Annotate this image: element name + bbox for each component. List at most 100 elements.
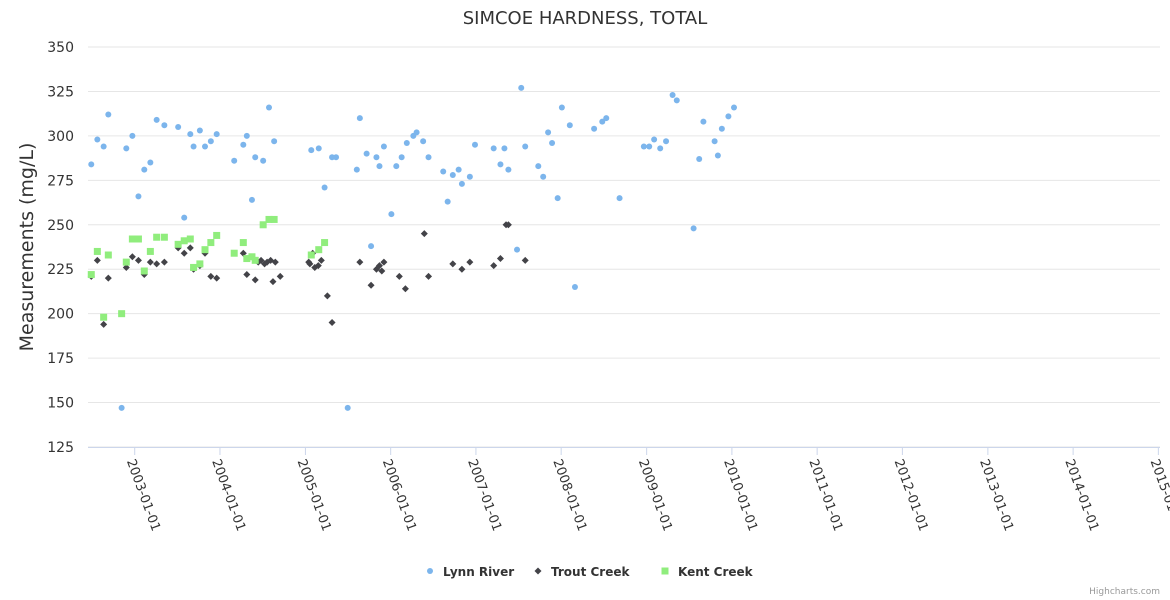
lynn-river-point[interactable] <box>663 138 670 145</box>
lynn-river-point[interactable] <box>118 404 125 411</box>
lynn-river-point[interactable] <box>243 132 250 139</box>
trout-creek-point[interactable] <box>269 278 277 286</box>
lynn-river-point[interactable] <box>231 157 238 164</box>
lynn-river-point[interactable] <box>266 104 273 111</box>
trout-creek-point[interactable] <box>378 267 386 275</box>
lynn-river-point[interactable] <box>248 196 255 203</box>
lynn-river-point[interactable] <box>196 127 203 134</box>
legend-label[interactable]: Lynn River <box>443 565 514 579</box>
kent-creek-point[interactable] <box>207 239 215 247</box>
lynn-river-point[interactable] <box>353 166 360 173</box>
legend-item-kent-creek[interactable]: Kent Creek <box>661 565 754 579</box>
lynn-river-point[interactable] <box>700 118 707 125</box>
lynn-river-point[interactable] <box>466 173 473 180</box>
lynn-river-point[interactable] <box>714 152 721 159</box>
trout-creek-point[interactable] <box>100 320 108 328</box>
trout-creek-point[interactable] <box>504 221 512 229</box>
kent-creek-point[interactable] <box>160 233 168 241</box>
kent-creek-point[interactable] <box>248 253 256 261</box>
lynn-river-point[interactable] <box>123 145 130 152</box>
legend-marker-kent-creek[interactable] <box>661 567 669 575</box>
lynn-river-point[interactable] <box>380 143 387 150</box>
trout-creek-point[interactable] <box>104 274 112 282</box>
kent-creek-point[interactable] <box>87 271 95 279</box>
kent-creek-point[interactable] <box>251 256 259 264</box>
lynn-river-point[interactable] <box>651 136 658 143</box>
trout-creek-point[interactable] <box>122 263 130 271</box>
trout-creek-point[interactable] <box>160 258 168 266</box>
kent-creek-point[interactable] <box>180 237 188 245</box>
kent-creek-point[interactable] <box>93 247 101 255</box>
lynn-river-point[interactable] <box>175 124 182 130</box>
legend-marker-trout-creek[interactable] <box>534 567 542 575</box>
lynn-river-point[interactable] <box>202 143 209 150</box>
trout-creek-point[interactable] <box>490 262 498 270</box>
kent-creek-point[interactable] <box>230 249 238 257</box>
trout-creek-point[interactable] <box>271 258 279 266</box>
trout-creek-point[interactable] <box>317 256 325 264</box>
lynn-river-point[interactable] <box>545 129 552 136</box>
legend-item-lynn-river[interactable]: Lynn River <box>427 565 514 579</box>
kent-creek-point[interactable] <box>259 221 267 229</box>
trout-creek-point[interactable] <box>395 272 403 280</box>
kent-creek-point[interactable] <box>307 251 315 259</box>
lynn-river-point[interactable] <box>393 163 400 170</box>
lynn-river-point[interactable] <box>94 136 101 143</box>
lynn-river-point[interactable] <box>207 138 214 145</box>
trout-creek-point[interactable] <box>367 281 375 289</box>
legend-label[interactable]: Kent Creek <box>678 565 754 579</box>
trout-creek-point[interactable] <box>93 256 101 264</box>
legend[interactable]: Lynn River Trout Creek Kent Creek <box>427 565 754 579</box>
lynn-river-point[interactable] <box>333 154 340 161</box>
trout-creek-point[interactable] <box>306 260 314 268</box>
lynn-river-point[interactable] <box>455 166 462 173</box>
lynn-river-point[interactable] <box>646 143 653 150</box>
kent-creek-point[interactable] <box>190 263 198 271</box>
lynn-river-point[interactable] <box>696 156 703 162</box>
kent-creek-point[interactable] <box>134 235 142 243</box>
lynn-river-point[interactable] <box>497 161 504 168</box>
lynn-river-point[interactable] <box>471 141 478 148</box>
lynn-river-point[interactable] <box>518 84 525 91</box>
lynn-river-point[interactable] <box>522 143 529 150</box>
legend-marker-lynn-river[interactable] <box>427 568 433 574</box>
lynn-river-point[interactable] <box>669 92 676 98</box>
trout-creek-point[interactable] <box>314 262 322 270</box>
lynn-river-point[interactable] <box>444 198 451 205</box>
lynn-river-point[interactable] <box>673 97 680 104</box>
trout-creek-point[interactable] <box>420 230 428 238</box>
lynn-river-point[interactable] <box>321 184 328 191</box>
lynn-river-point[interactable] <box>725 113 732 120</box>
trout-creek-point[interactable] <box>496 255 504 263</box>
kent-creek-point[interactable] <box>153 233 161 241</box>
lynn-river-point[interactable] <box>540 173 547 180</box>
lynn-river-point[interactable] <box>376 163 383 170</box>
lynn-river-point[interactable] <box>363 150 370 157</box>
lynn-river-point[interactable] <box>599 118 606 125</box>
lynn-river-point[interactable] <box>271 138 278 145</box>
kent-creek-point[interactable] <box>140 267 148 275</box>
trout-creek-point[interactable] <box>458 265 466 273</box>
lynn-river-point[interactable] <box>213 131 220 138</box>
trout-creek-point[interactable] <box>180 249 188 257</box>
lynn-river-point[interactable] <box>718 125 725 132</box>
lynn-river-point[interactable] <box>181 214 188 221</box>
trout-creek-point[interactable] <box>521 256 529 264</box>
trout-creek-point[interactable] <box>380 258 388 266</box>
lynn-river-point[interactable] <box>505 166 512 173</box>
kent-creek-point[interactable] <box>315 246 323 254</box>
trout-creek-point[interactable] <box>276 272 284 280</box>
trout-creek-point[interactable] <box>146 258 154 266</box>
kent-creek-point[interactable] <box>265 215 273 223</box>
lynn-river-point[interactable] <box>105 111 112 118</box>
lynn-river-point[interactable] <box>571 284 578 290</box>
lynn-river-point[interactable] <box>315 145 322 152</box>
lynn-river-point[interactable] <box>514 246 521 253</box>
lynn-river-point[interactable] <box>88 161 95 168</box>
lynn-river-point[interactable] <box>190 143 197 150</box>
lynn-river-point[interactable] <box>711 138 718 145</box>
kent-creek-point[interactable] <box>239 239 247 247</box>
trout-creek-point[interactable] <box>328 319 336 327</box>
lynn-river-point[interactable] <box>100 143 107 150</box>
lynn-river-point[interactable] <box>501 145 508 152</box>
